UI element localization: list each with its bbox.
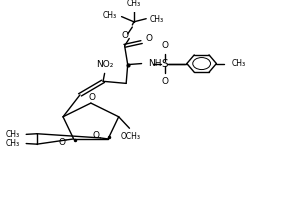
Text: O: O bbox=[93, 131, 100, 140]
Text: NH: NH bbox=[148, 59, 161, 68]
Text: O: O bbox=[161, 41, 168, 50]
Text: CH₃: CH₃ bbox=[6, 130, 20, 139]
Text: O: O bbox=[59, 138, 66, 147]
Text: O: O bbox=[145, 34, 152, 43]
Text: CH₃: CH₃ bbox=[6, 139, 20, 148]
Text: NO₂: NO₂ bbox=[96, 60, 113, 69]
Text: O: O bbox=[89, 93, 96, 102]
Text: CH₃: CH₃ bbox=[103, 11, 117, 20]
Text: OCH₃: OCH₃ bbox=[120, 132, 140, 141]
Text: O: O bbox=[161, 77, 168, 86]
Text: CH₃: CH₃ bbox=[231, 59, 245, 68]
Text: CH₃: CH₃ bbox=[149, 15, 164, 24]
Text: CH₃: CH₃ bbox=[127, 0, 141, 8]
Text: O: O bbox=[121, 31, 128, 40]
Text: S: S bbox=[161, 59, 168, 69]
